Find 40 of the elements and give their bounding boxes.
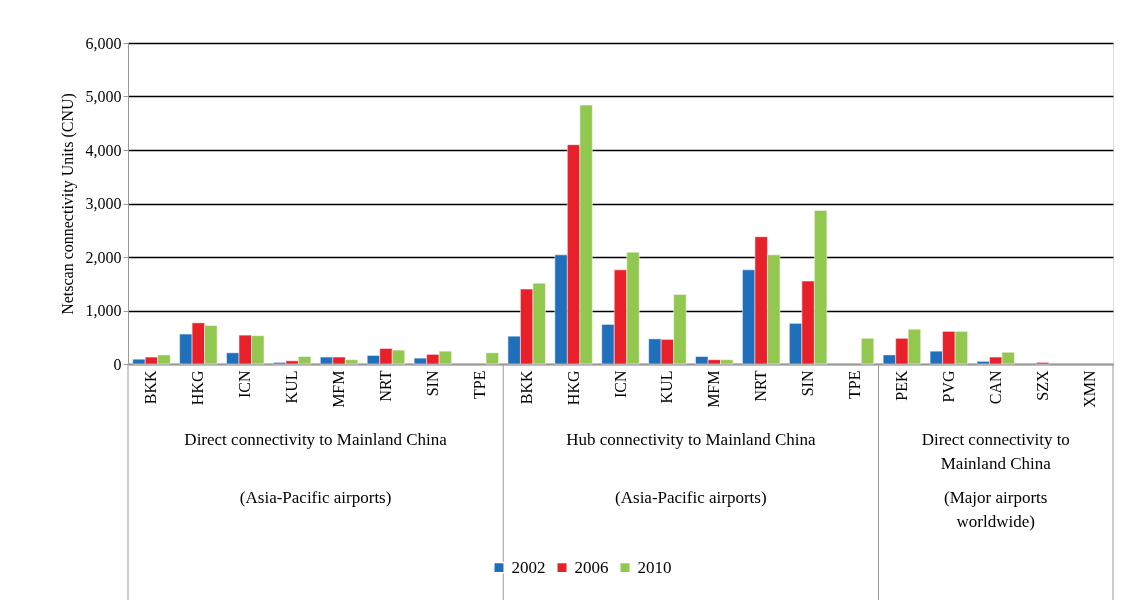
y-tick-label: 6,000 — [85, 34, 122, 52]
x-tick-label: ICN — [611, 370, 629, 399]
x-tick-label: HKG — [564, 370, 582, 406]
x-tick-label: ICN — [236, 370, 254, 399]
x-tick-label: SIN — [799, 370, 817, 397]
x-tick-label: MFM — [705, 370, 723, 408]
legend-label: 2002 — [511, 557, 546, 577]
x-tick-label: NRT — [752, 370, 770, 402]
legend-label: 2006 — [574, 557, 609, 577]
x-tick-label: CAN — [986, 370, 1004, 405]
y-tick-label: 4,000 — [85, 141, 122, 159]
x-tick-label: PEK — [892, 370, 910, 401]
bar — [861, 338, 875, 365]
text: Direct connectivity to Mainland China — [921, 430, 1070, 473]
text: (Major airports worldwide) — [944, 488, 1048, 531]
y-tick-label: 1,000 — [85, 302, 122, 319]
x-tick-label: PVG — [939, 370, 957, 403]
x-tick-label: BKK — [517, 370, 535, 405]
x-tick-label: SIN — [423, 370, 441, 397]
legend-label: 2010 — [637, 557, 672, 577]
text: (Asia-Pacific airports) — [239, 488, 392, 507]
x-tick-label: BKK — [142, 370, 160, 405]
x-tick-label: XMN — [1080, 370, 1098, 408]
text: (Asia-Pacific airports) — [615, 488, 767, 507]
y-tick-label: 3,000 — [85, 195, 122, 212]
y-axis-title: Netscan connectivity Units (CNU) — [58, 93, 77, 315]
x-tick-label: SZX — [1033, 370, 1051, 401]
x-tick-label: MFM — [330, 370, 348, 408]
y-tick-label: 2,000 — [85, 248, 122, 266]
x-tick-label: NRT — [376, 370, 394, 402]
y-tick-label: 0 — [113, 355, 122, 373]
text: Direct connectivity to Mainland China — [184, 430, 448, 449]
x-tick-label: KUL — [283, 370, 301, 404]
text: Hub connectivity to Mainland China — [566, 430, 816, 449]
bar — [485, 352, 499, 365]
x-tick-label: KUL — [658, 370, 676, 404]
x-tick-label: TPE — [846, 370, 864, 399]
y-tick-label: 5,000 — [85, 88, 122, 105]
x-tick-label: HKG — [189, 370, 207, 406]
x-tick-label: TPE — [470, 370, 488, 399]
